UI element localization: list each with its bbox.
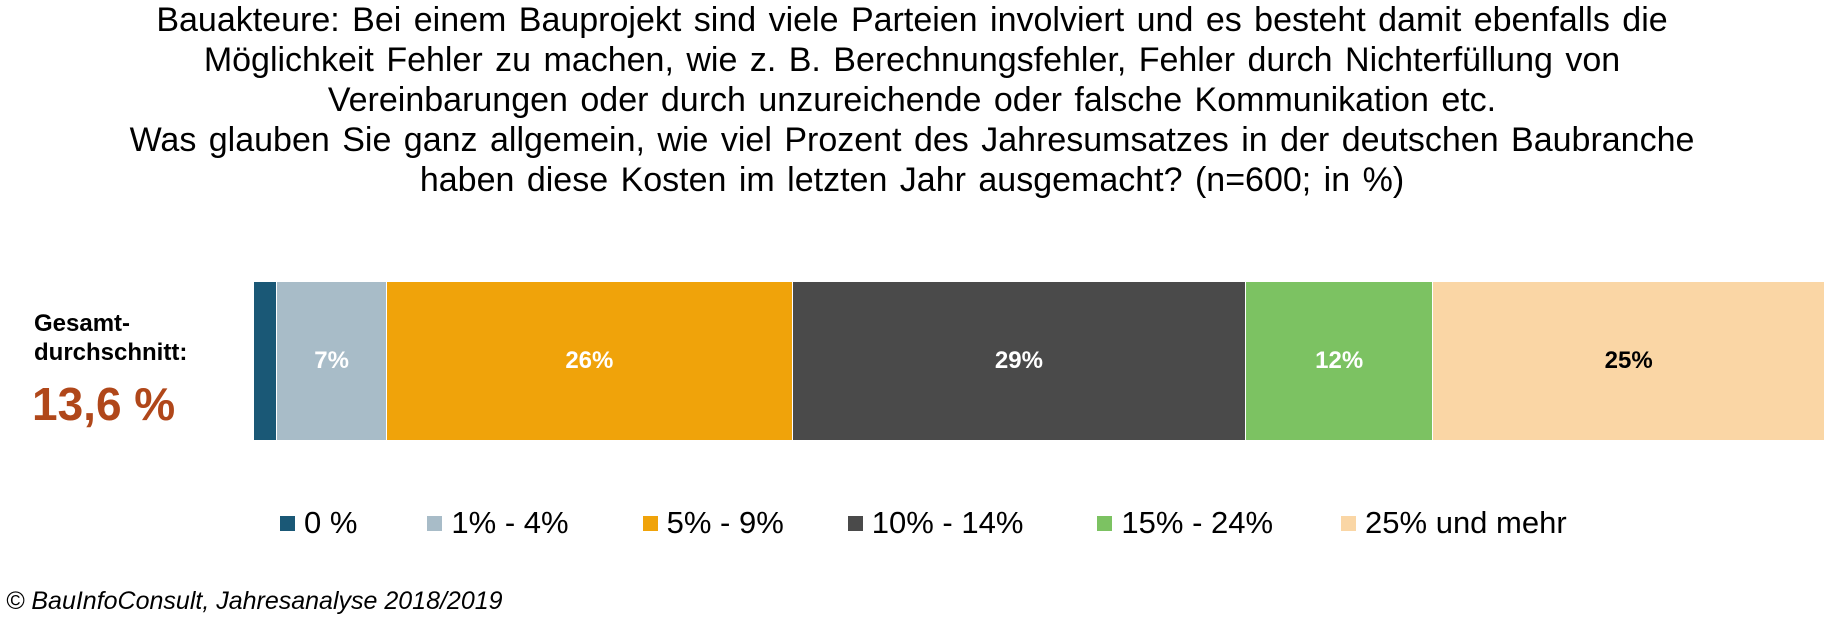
legend-swatch [847, 515, 863, 531]
data-label-5: 12% [1315, 347, 1364, 374]
bar-segment-5: 12% [1245, 282, 1434, 440]
bar-segment-1 [254, 282, 278, 440]
chart-title: Bauakteure: Bei einem Bauprojekt sind vi… [0, 0, 1824, 200]
summary-label-line-2: durchschnitt: [34, 339, 188, 366]
legend-swatch [280, 515, 295, 531]
title-line-4: Was glauben Sie ganz allgemein, wie viel… [129, 121, 1695, 159]
legend-item-2: 1% - 4% [427, 505, 569, 541]
legend-swatch [1097, 515, 1113, 531]
bar-segment-2: 7% [277, 282, 387, 440]
legend-swatch [642, 515, 658, 531]
data-label-2: 7% [314, 347, 349, 374]
legend-swatch [427, 515, 443, 531]
legend: 0 % 1% - 4% 5% - 9% 10% - 14% 15% - 24% 25% u… [280, 505, 1567, 541]
legend-item-3: 5% - 9% [642, 505, 784, 541]
title-line-2: Möglichkeit Fehler zu machen, wie z. B. … [203, 41, 1621, 79]
bar-segment-6: 25% [1433, 282, 1824, 440]
legend-label: 0 % [304, 505, 358, 540]
title-line-5: haben diese Kosten im letzten Jahr ausge… [419, 161, 1405, 199]
data-label-6: 25% [1604, 347, 1653, 374]
bar-segment-3: 26% [386, 282, 793, 440]
summary-value: 13,6 % [32, 378, 176, 430]
legend-label: 5% - 9% [666, 505, 784, 540]
data-label-3: 26% [565, 347, 614, 374]
legend-label: 15% - 24% [1121, 505, 1274, 540]
legend-item-5: 15% - 24% [1097, 505, 1273, 541]
stacked-bar: 7% 26% 29% 12% 25% [254, 282, 1824, 440]
summary-label-line-1: Gesamt- [34, 310, 131, 337]
legend-swatch [1341, 515, 1357, 531]
legend-label: 10% - 14% [871, 505, 1024, 540]
title-line-1: Bauakteure: Bei einem Bauprojekt sind vi… [156, 1, 1668, 39]
legend-label: 1% - 4% [451, 505, 569, 540]
source-note: © BauInfoConsult, Jahresanalyse 2018/201… [6, 587, 503, 615]
legend-item-4: 10% - 14% [847, 505, 1024, 541]
summary-label: Gesamt- durchschnitt: [34, 309, 187, 367]
title-line-3: Vereinbarungen oder durch unzureichende … [327, 81, 1497, 119]
bar-segment-4: 29% [792, 282, 1246, 440]
legend-label: 25% und mehr [1365, 505, 1567, 540]
legend-item-1: 0 % [280, 505, 357, 541]
data-label-4: 29% [994, 347, 1043, 374]
legend-item-6: 25% und mehr [1341, 505, 1567, 541]
